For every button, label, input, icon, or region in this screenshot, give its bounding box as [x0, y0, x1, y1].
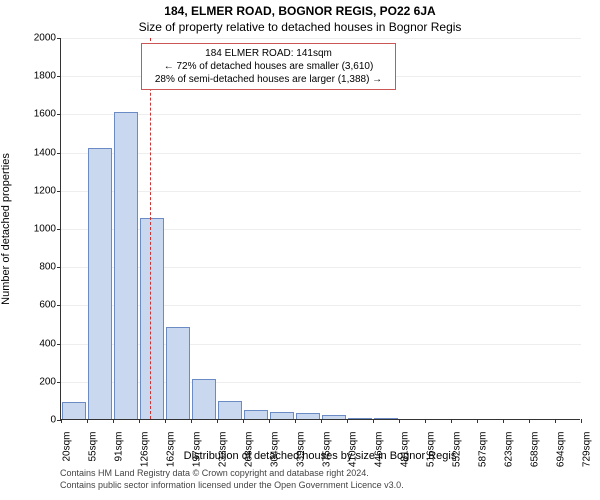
y-tick-label: 200 — [16, 376, 56, 387]
annotation-line-3: 28% of semi-detached houses are larger (… — [148, 73, 389, 86]
gridline — [61, 382, 581, 383]
annotation-box: 184 ELMER ROAD: 141sqm← 72% of detached … — [141, 43, 396, 90]
y-tick — [57, 153, 61, 154]
y-axis-label: Number of detached properties — [0, 38, 16, 420]
x-tick — [425, 419, 426, 423]
y-tick — [57, 229, 61, 230]
chart-title-address: 184, ELMER ROAD, BOGNOR REGIS, PO22 6JA — [0, 4, 600, 18]
gridline — [61, 191, 581, 192]
y-tick-label: 0 — [16, 415, 56, 426]
x-tick — [503, 419, 504, 423]
y-tick-label: 400 — [16, 338, 56, 349]
y-tick — [57, 38, 61, 39]
gridline — [61, 229, 581, 230]
x-tick — [451, 419, 452, 423]
y-tick — [57, 267, 61, 268]
y-tick — [57, 76, 61, 77]
gridline — [61, 344, 581, 345]
x-tick — [191, 419, 192, 423]
footer-line-1: Contains HM Land Registry data © Crown c… — [60, 468, 580, 480]
y-tick — [57, 382, 61, 383]
annotation-line-1: 184 ELMER ROAD: 141sqm — [148, 47, 389, 60]
y-tick-label: 1200 — [16, 185, 56, 196]
y-tick — [57, 191, 61, 192]
histogram-bar — [114, 112, 138, 420]
histogram-bar — [270, 412, 294, 419]
x-tick — [61, 419, 62, 423]
y-tick-label: 1800 — [16, 71, 56, 82]
histogram-bar — [218, 401, 242, 419]
histogram-bar — [296, 413, 320, 419]
x-tick — [113, 419, 114, 423]
gridline — [61, 305, 581, 306]
x-tick — [529, 419, 530, 423]
histogram-bar — [348, 418, 372, 419]
gridline — [61, 114, 581, 115]
chart-title-subtitle: Size of property relative to detached ho… — [0, 20, 600, 34]
footer-attribution: Contains HM Land Registry data © Crown c… — [60, 468, 580, 491]
footer-line-2: Contains public sector information licen… — [60, 480, 580, 492]
x-tick — [87, 419, 88, 423]
plot-area: 020040060080010001200140016001800200020s… — [60, 38, 580, 420]
y-tick-label: 1400 — [16, 147, 56, 158]
chart-container: 184, ELMER ROAD, BOGNOR REGIS, PO22 6JA … — [0, 0, 600, 500]
x-tick — [373, 419, 374, 423]
histogram-bar — [192, 379, 216, 419]
x-tick — [165, 419, 166, 423]
x-tick — [321, 419, 322, 423]
histogram-bar — [374, 418, 398, 419]
x-tick — [555, 419, 556, 423]
x-tick — [269, 419, 270, 423]
y-tick-label: 1600 — [16, 109, 56, 120]
y-tick — [57, 114, 61, 115]
gridline — [61, 267, 581, 268]
y-tick — [57, 344, 61, 345]
x-tick — [295, 419, 296, 423]
reference-line — [150, 38, 151, 419]
x-tick — [217, 419, 218, 423]
annotation-line-2: ← 72% of detached houses are smaller (3,… — [148, 60, 389, 73]
y-tick — [57, 305, 61, 306]
histogram-bar — [166, 327, 190, 419]
gridline — [61, 153, 581, 154]
x-tick-label: 729sqm — [582, 432, 593, 482]
histogram-bar — [140, 218, 164, 420]
y-tick-label: 600 — [16, 300, 56, 311]
x-tick — [399, 419, 400, 423]
histogram-bar — [322, 415, 346, 419]
histogram-bar — [244, 410, 268, 419]
x-tick — [243, 419, 244, 423]
x-tick — [477, 419, 478, 423]
y-tick-label: 2000 — [16, 33, 56, 44]
gridline — [61, 38, 581, 39]
x-tick — [139, 419, 140, 423]
x-tick — [347, 419, 348, 423]
histogram-bar — [88, 148, 112, 419]
y-tick-label: 1000 — [16, 224, 56, 235]
histogram-bar — [62, 402, 86, 419]
x-tick — [581, 419, 582, 423]
y-tick-label: 800 — [16, 262, 56, 273]
x-axis-label: Distribution of detached houses by size … — [60, 450, 580, 462]
